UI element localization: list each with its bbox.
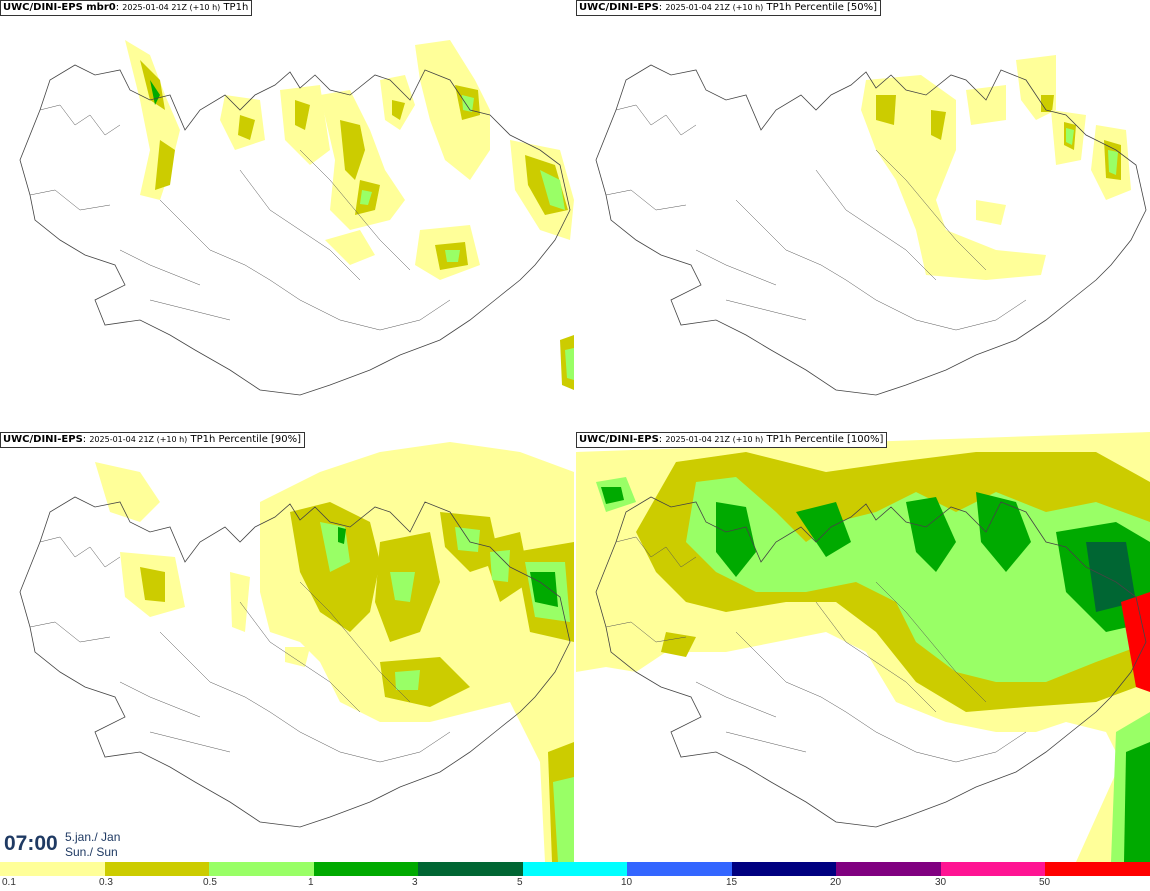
precip-map (19, 442, 574, 862)
panel-divider (0, 430, 1150, 432)
field-name: TP1h Percentile [90%] (190, 434, 302, 445)
model-name: UWC/DINI-EPS (579, 2, 659, 13)
field-name: TP1h Percentile [100%] (766, 434, 884, 445)
panel-title: UWC/DINI-EPS: 2025-01-04 21Z (+10 h) TP1… (0, 432, 306, 448)
legend-swatch (0, 862, 105, 876)
valid-time-box: 07:00 5.jan./ Jan Sun./ Sun (0, 826, 130, 862)
run-time: 2025-01-04 21Z (+10 h) (665, 435, 764, 444)
legend-swatch (418, 862, 523, 876)
precip-map (19, 40, 574, 396)
model-name: UWC/DINI-EPS (3, 434, 83, 445)
legend-swatch (731, 862, 837, 876)
run-time: 2025-01-04 21Z (+10 h) (122, 3, 221, 12)
legend-swatch (836, 862, 941, 876)
legend-swatch (940, 862, 1046, 876)
legend-tick-label: 10 (621, 877, 633, 888)
run-time: 2025-01-04 21Z (+10 h) (665, 3, 764, 12)
valid-weekday: Sun./ Sun (65, 845, 118, 859)
legend-tick-label: 15 (726, 877, 738, 888)
panel-title: UWC/DINI-EPS mbr0: 2025-01-04 21Z (+10 h… (0, 0, 253, 16)
legend-ticks: 0.1 0.3 0.5 1 3 5 10 15 20 30 50 (0, 877, 1150, 891)
legend-tick-label: 30 (935, 877, 947, 888)
legend-tick-label: 0.3 (99, 877, 113, 888)
precip-map (576, 432, 1150, 862)
legend-colorbar (0, 862, 1150, 876)
valid-date: 5.jan./ Jan (65, 830, 121, 844)
map-panel-p100: UWC/DINI-EPS: 2025-01-04 21Z (+10 h) TP1… (576, 432, 1150, 862)
map-panel-member0: UWC/DINI-EPS mbr0: 2025-01-04 21Z (+10 h… (0, 0, 574, 430)
model-name: UWC/DINI-EPS (579, 434, 659, 445)
legend-tick-label: 50 (1039, 877, 1051, 888)
legend-swatch (313, 862, 419, 876)
legend-tick-label: 0.5 (203, 877, 217, 888)
legend-swatch (1045, 862, 1150, 876)
precip-map (595, 55, 1147, 396)
legend-swatch (627, 862, 732, 876)
map-panel-p90: UWC/DINI-EPS: 2025-01-04 21Z (+10 h) TP1… (0, 432, 574, 862)
precip-shading (125, 40, 574, 390)
legend-tick-label: 0.1 (2, 877, 16, 888)
valid-time-clock: 07:00 (4, 832, 58, 855)
model-name: UWC/DINI-EPS mbr0 (3, 2, 116, 13)
panel-title: UWC/DINI-EPS: 2025-01-04 21Z (+10 h) TP1… (576, 432, 888, 448)
precip-shading (95, 442, 574, 862)
legend-tick-label: 5 (517, 877, 523, 888)
panel-title: UWC/DINI-EPS: 2025-01-04 21Z (+10 h) TP1… (576, 0, 882, 16)
map-panel-p50: UWC/DINI-EPS: 2025-01-04 21Z (+10 h) TP1… (576, 0, 1150, 430)
legend-tick-label: 20 (830, 877, 842, 888)
precip-shading (861, 55, 1131, 280)
field-name: TP1h Percentile [50%] (766, 2, 878, 13)
field-name: TP1h (223, 2, 249, 13)
legend-tick-label: 3 (412, 877, 418, 888)
legend-swatch (522, 862, 628, 876)
legend-tick-label: 1 (308, 877, 314, 888)
run-time: 2025-01-04 21Z (+10 h) (89, 435, 188, 444)
legend-swatch (209, 862, 314, 876)
precip-shading (576, 432, 1150, 862)
legend-swatch (104, 862, 210, 876)
